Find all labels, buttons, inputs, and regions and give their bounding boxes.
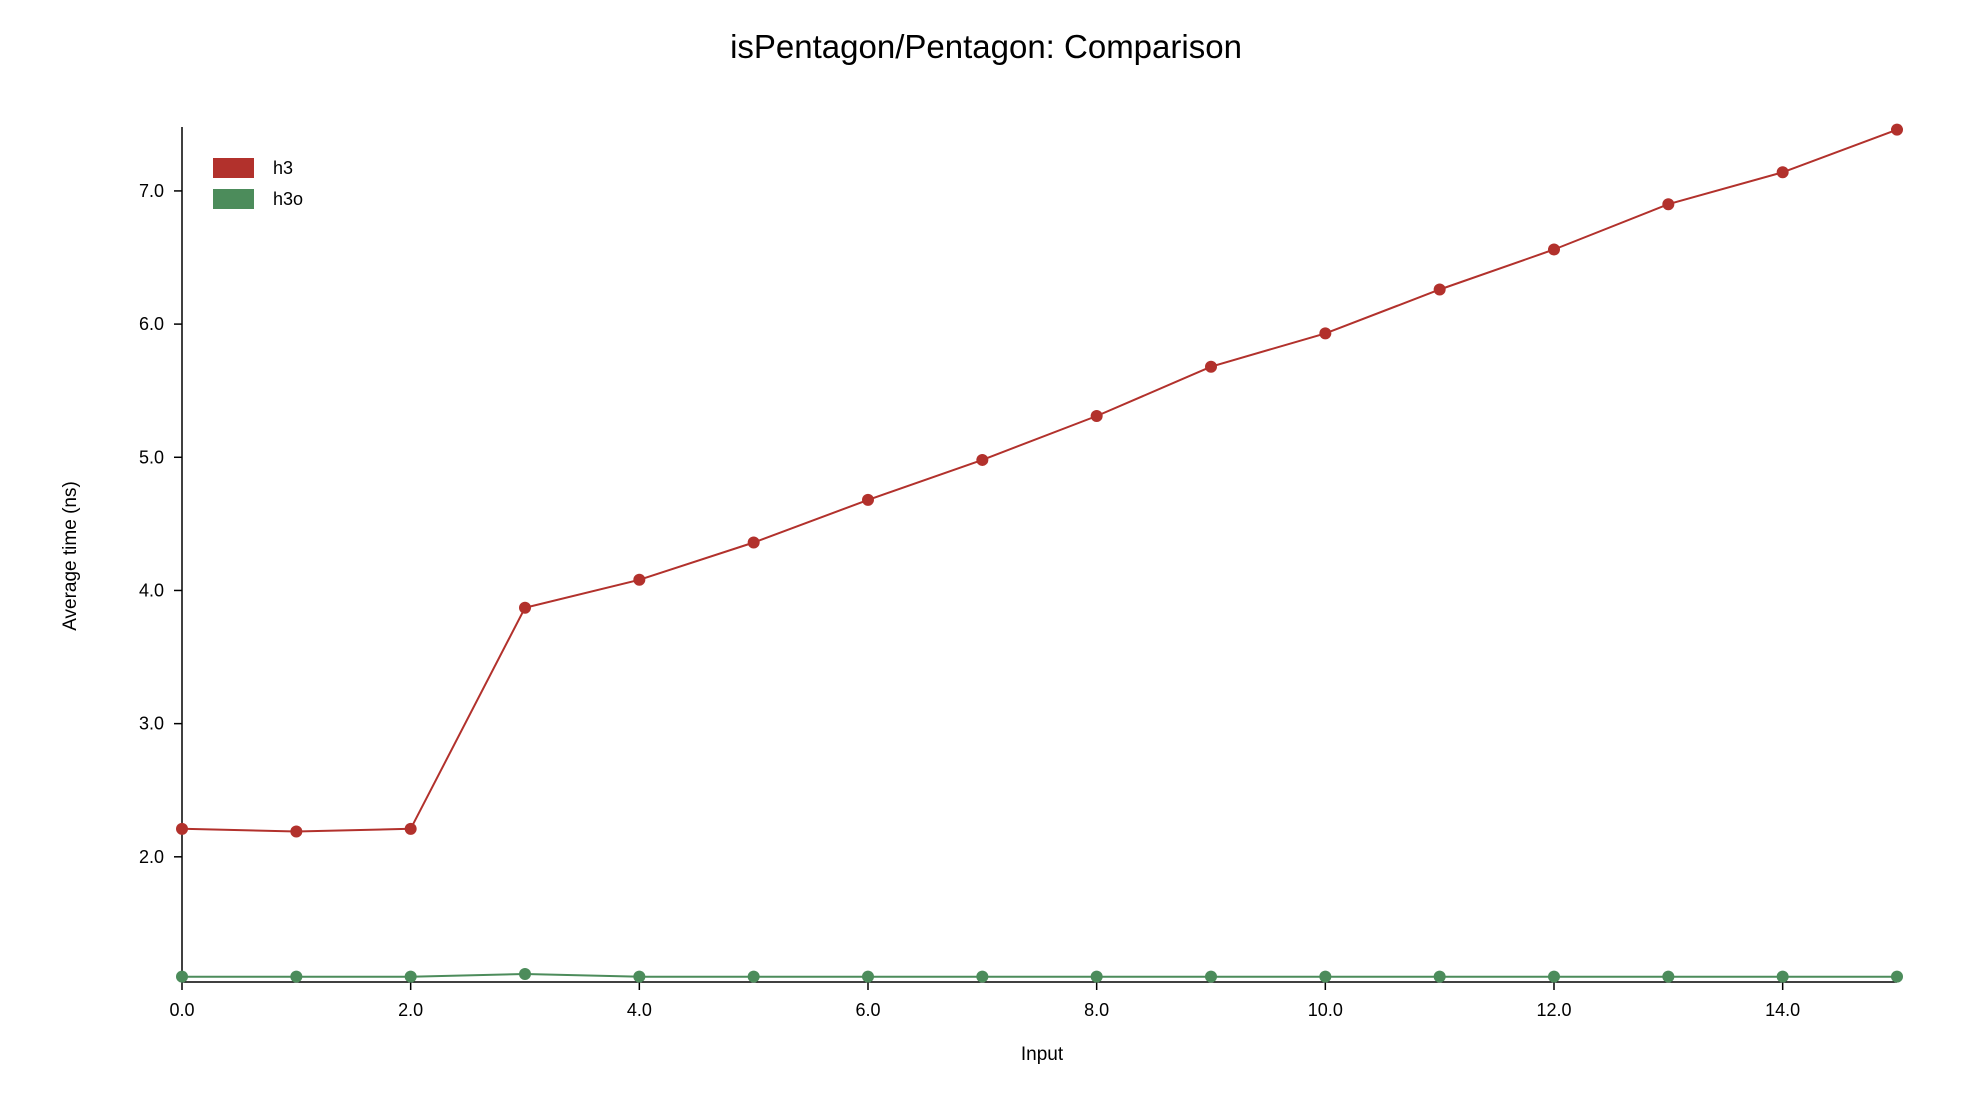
- legend-label-h3o: h3o: [273, 189, 303, 209]
- x-tick-label: 4.0: [627, 1000, 652, 1020]
- data-point-h3: [1319, 327, 1332, 340]
- axes: 2.0 3.0 4.0 5.0 6.0 7.0 0.0 2.0 4.0 6.0 8.0 10.0 12.…: [139, 127, 1897, 1020]
- legend-swatch-h3: [213, 158, 254, 178]
- y-tick-label: 5.0: [139, 447, 164, 467]
- data-point-h3: [1090, 409, 1103, 422]
- x-tick-label: 6.0: [855, 1000, 880, 1020]
- legend-label-h3: h3: [273, 158, 293, 178]
- x-tick-label: 0.0: [169, 1000, 194, 1020]
- data-point-h3o: [862, 970, 874, 983]
- data-point-h3: [976, 453, 989, 466]
- y-axis-label: Average time (ns): [60, 481, 81, 631]
- series-h3: [176, 123, 1903, 838]
- series-layer: [176, 123, 1903, 983]
- x-axis-label: Input: [1021, 1044, 1064, 1065]
- data-point-h3o: [1776, 970, 1789, 983]
- series-line-h3: [181, 128, 1898, 833]
- y-tick-label: 3.0: [139, 714, 164, 734]
- y-tick-label: 7.0: [139, 181, 164, 201]
- data-point-h3: [519, 601, 531, 614]
- data-point-h3o: [976, 970, 989, 983]
- y-tick-label: 6.0: [139, 314, 164, 334]
- data-point-h3: [1776, 166, 1789, 179]
- data-point-h3o: [1319, 970, 1332, 983]
- data-point-h3: [1891, 123, 1903, 136]
- data-point-h3o: [176, 970, 188, 983]
- data-point-h3o: [1090, 970, 1103, 983]
- data-point-h3o: [1891, 970, 1903, 983]
- data-point-h3: [176, 822, 188, 835]
- x-tick-label: 8.0: [1084, 1000, 1109, 1020]
- data-point-h3o: [1662, 970, 1675, 983]
- data-point-h3: [862, 493, 874, 506]
- series-h3o: [176, 968, 1903, 983]
- x-tick-label: 12.0: [1536, 1000, 1571, 1020]
- data-point-h3: [1433, 283, 1446, 296]
- data-point-h3o: [1548, 970, 1560, 983]
- data-point-h3: [1662, 198, 1675, 211]
- data-point-h3o: [404, 970, 417, 983]
- data-point-h3: [633, 573, 646, 586]
- legend-swatch-h3o: [213, 189, 254, 209]
- data-point-h3o: [1433, 970, 1446, 983]
- data-point-h3: [1548, 243, 1560, 256]
- x-tick-label: 2.0: [398, 1000, 423, 1020]
- data-point-h3o: [519, 968, 531, 981]
- y-tick-label: 4.0: [139, 580, 164, 600]
- legend: h3 h3o: [213, 158, 303, 209]
- data-point-h3o: [747, 970, 760, 983]
- x-tick-label: 14.0: [1765, 1000, 1800, 1020]
- y-tick-label: 2.0: [139, 847, 164, 867]
- data-point-h3: [747, 536, 760, 549]
- data-point-h3o: [290, 970, 303, 983]
- series-line-h3o: [182, 972, 1897, 978]
- data-point-h3: [290, 825, 303, 838]
- chart-title: isPentagon/Pentagon: Comparison: [730, 28, 1242, 65]
- data-point-h3o: [633, 970, 646, 983]
- data-point-h3: [1205, 360, 1217, 373]
- data-point-h3: [404, 822, 417, 835]
- data-point-h3o: [1205, 970, 1217, 983]
- x-tick-label: 10.0: [1308, 1000, 1343, 1020]
